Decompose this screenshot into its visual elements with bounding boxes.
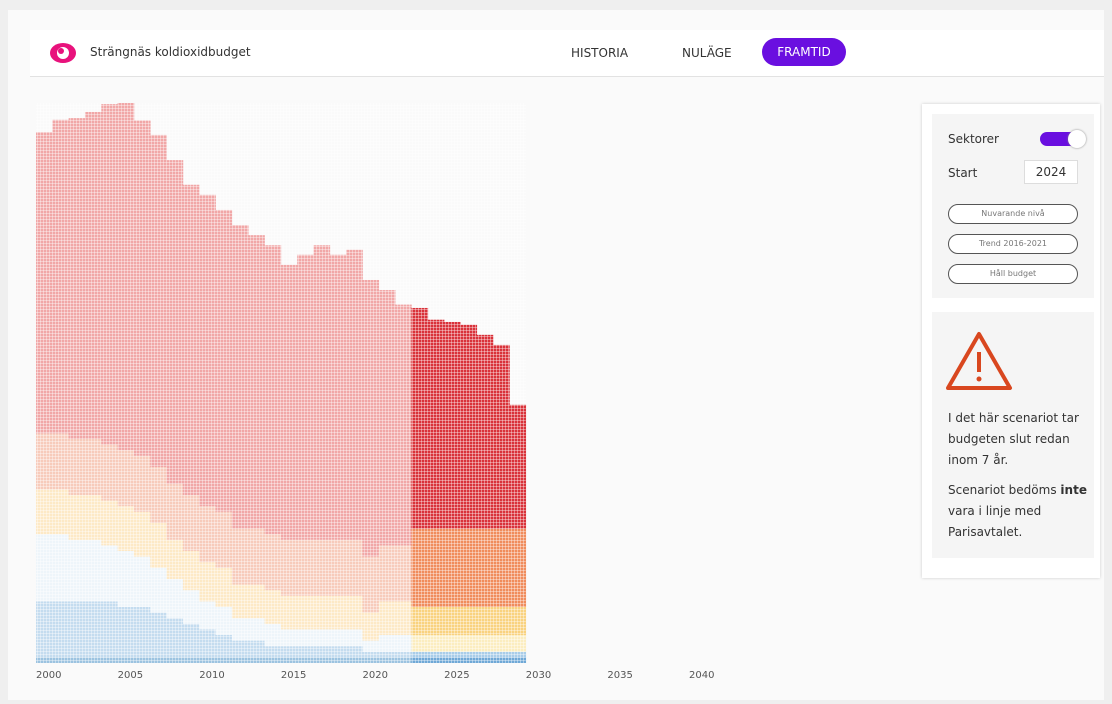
side-panel: Sektorer Start 2024 Nuvarande nivå Trend… (922, 104, 1100, 578)
controls: Sektorer Start 2024 Nuvarande nivå Trend… (932, 114, 1094, 298)
chart: 2000 2005 2010 2015 2020 2025 2030 2035 2040 (36, 103, 714, 681)
x-tick-label: 2015 (281, 670, 306, 681)
toggle-label: Sektorer (948, 132, 999, 146)
scenario-button[interactable]: Trend 2016-2021 (948, 234, 1078, 254)
bold-text: inte (1060, 483, 1087, 497)
title: Strängnäs koldioxidbudget (90, 45, 251, 59)
header: Strängnäs koldioxidbudget HISTORIA NULÄG… (30, 30, 1104, 77)
nav-link[interactable]: NULÄGE (682, 46, 732, 60)
x-tick-label: 2000 (36, 670, 61, 681)
x-tick-label: 2040 (689, 670, 714, 681)
dot-texture (36, 103, 526, 663)
toggle[interactable] (1040, 130, 1086, 148)
x-tick-label: 2035 (607, 670, 632, 681)
start-input[interactable]: 2024 (1024, 160, 1078, 184)
x-tick-label: 2025 (444, 670, 469, 681)
nav-active[interactable]: FRAMTID (762, 38, 846, 66)
x-tick-label: 2030 (526, 670, 551, 681)
start-label: Start (948, 166, 978, 180)
warning-text: I det här scenariot tar budgeten slut re… (948, 411, 1079, 467)
warning-icon (946, 332, 1012, 390)
scenario-button[interactable]: Håll budget (948, 264, 1078, 284)
warning: I det här scenariot tar budgeten slut re… (932, 312, 1094, 558)
app: 2000 2005 2010 2015 2020 2025 2030 2035 2040 Str… (8, 10, 1104, 700)
text: vara i linje med Parisavtalet. (948, 504, 1042, 539)
logo (50, 43, 76, 63)
scenario-button[interactable]: Nuvarande nivå (948, 204, 1078, 224)
x-tick-label: 2005 (118, 670, 143, 681)
text: Scenariot bedöms (948, 483, 1057, 497)
x-tick-label: 2020 (363, 670, 388, 681)
x-tick-label: 2010 (199, 670, 224, 681)
warning-text: Scenariot bedöms inte vara i linje med P… (948, 480, 1088, 543)
nav-link[interactable]: HISTORIA (571, 46, 629, 60)
